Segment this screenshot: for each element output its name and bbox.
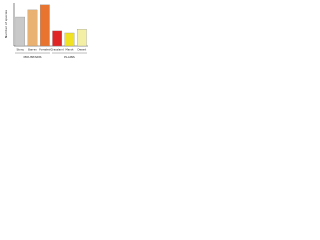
page: Number of species Stony Barren Forested Gra…: [0, 0, 320, 64]
bar: [76, 29, 87, 47]
x-tick-label: Stony: [16, 48, 24, 52]
x-tick-label: Desert: [78, 48, 87, 52]
group-label: MOUNTAINS: [23, 55, 41, 59]
x-tick-label: Barren: [28, 48, 37, 52]
bar: [64, 32, 75, 47]
x-tick-label: Grassland: [51, 48, 64, 52]
group-label: PLAINS: [64, 55, 75, 59]
chart: Number of species Stony Barren Forested Gra…: [4, 3, 88, 59]
x-tick-label: Marsh: [66, 48, 74, 52]
bar: [39, 4, 50, 47]
y-axis-label: Number of species: [4, 10, 8, 38]
x-tick-label: Forested: [39, 48, 51, 52]
bar: [52, 30, 63, 47]
bar: [27, 9, 38, 47]
bar: [15, 16, 26, 47]
